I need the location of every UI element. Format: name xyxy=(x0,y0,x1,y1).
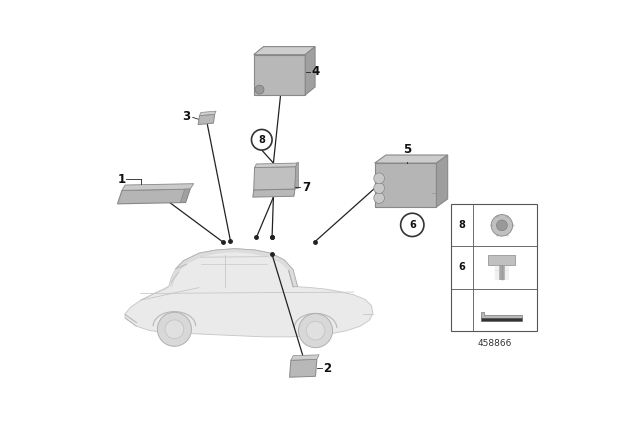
Text: 3: 3 xyxy=(182,110,190,123)
Polygon shape xyxy=(295,162,298,189)
Bar xyxy=(451,204,538,331)
Circle shape xyxy=(491,215,513,236)
Circle shape xyxy=(255,85,264,94)
Circle shape xyxy=(401,213,424,237)
Text: 4: 4 xyxy=(312,65,320,78)
Polygon shape xyxy=(180,189,190,202)
Circle shape xyxy=(374,193,385,203)
Polygon shape xyxy=(481,312,522,318)
Polygon shape xyxy=(253,167,296,190)
Circle shape xyxy=(157,312,191,346)
Polygon shape xyxy=(255,163,298,168)
Bar xyxy=(488,255,515,265)
Polygon shape xyxy=(289,359,317,377)
Polygon shape xyxy=(118,189,190,204)
Text: 5: 5 xyxy=(403,143,412,156)
Circle shape xyxy=(298,314,333,348)
Text: 8: 8 xyxy=(459,220,465,230)
Text: 6: 6 xyxy=(459,263,465,272)
Bar xyxy=(253,55,305,95)
Polygon shape xyxy=(200,111,216,116)
Text: 458866: 458866 xyxy=(477,339,511,348)
Polygon shape xyxy=(122,184,194,190)
Polygon shape xyxy=(481,318,522,321)
Text: 2: 2 xyxy=(324,362,332,375)
Polygon shape xyxy=(253,47,315,55)
Text: 8: 8 xyxy=(259,135,265,145)
Circle shape xyxy=(374,183,385,194)
Polygon shape xyxy=(125,249,373,337)
Polygon shape xyxy=(374,155,448,163)
Polygon shape xyxy=(253,189,295,197)
Polygon shape xyxy=(436,155,448,207)
Polygon shape xyxy=(198,114,215,125)
Circle shape xyxy=(306,321,325,340)
Text: 1: 1 xyxy=(118,172,125,186)
Polygon shape xyxy=(168,249,298,287)
Circle shape xyxy=(252,129,272,150)
Circle shape xyxy=(165,320,184,339)
Bar xyxy=(374,163,436,207)
Text: 6: 6 xyxy=(409,220,415,230)
Circle shape xyxy=(497,220,508,231)
Text: 7: 7 xyxy=(302,181,310,194)
Polygon shape xyxy=(305,47,315,95)
Polygon shape xyxy=(291,355,319,360)
Circle shape xyxy=(374,173,385,184)
